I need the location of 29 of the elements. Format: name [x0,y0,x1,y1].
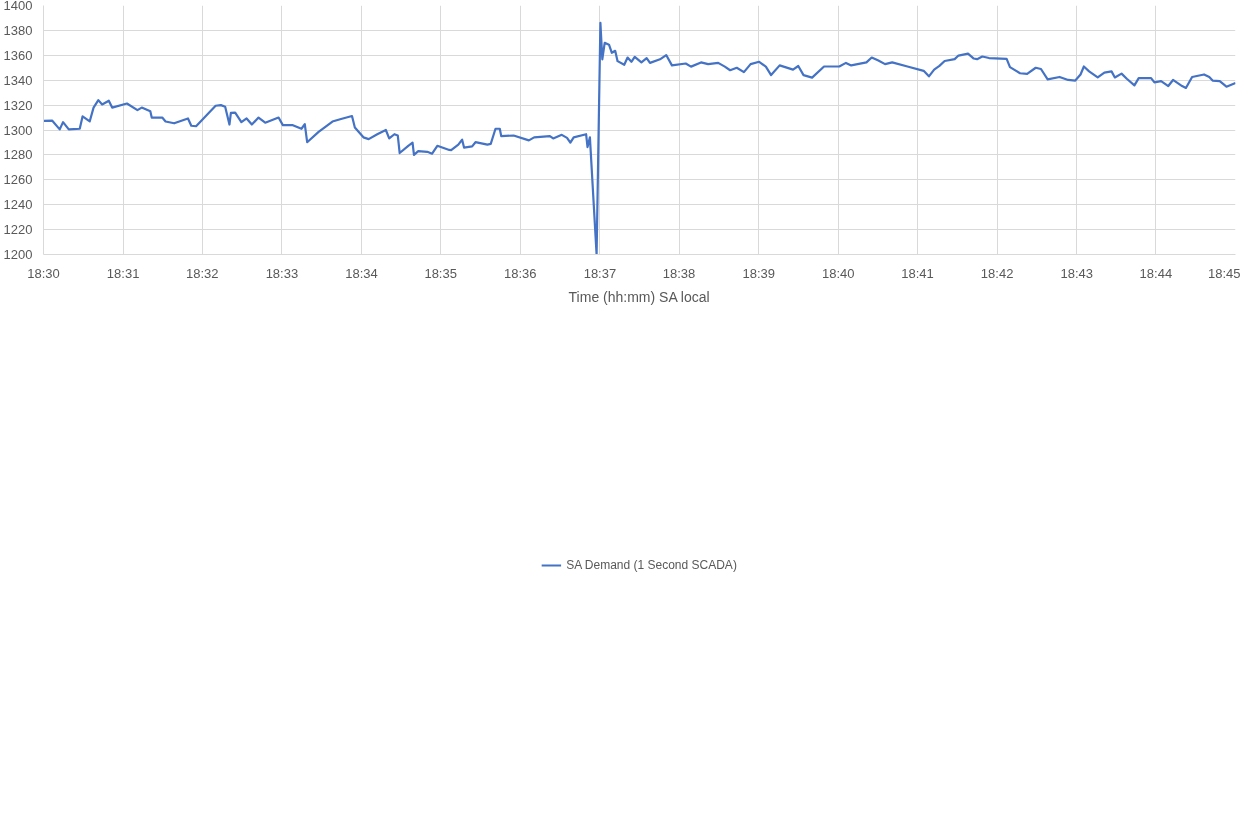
y-tick-label: 1320 [3,97,33,113]
y-tick-label: 1240 [3,197,33,213]
y-tick-label: 1220 [3,222,33,238]
y-tick-label: 1360 [3,47,33,63]
y-tick-label: 1200 [3,247,33,262]
x-tick-label: 18:36 [504,265,537,281]
x-tick-label: 18:38 [662,265,696,281]
y-tick-label: 1260 [3,172,33,188]
x-tick-label: 18:32 [186,265,219,281]
y-tick-label: 1300 [3,122,33,138]
x-tick-label: 18:43 [1060,265,1094,281]
x-tick-label: 18:41 [901,265,934,281]
x-tick-label: 18:40 [822,265,855,281]
x-tick-label: 18:35 [424,265,457,281]
x-tick-label: 18:30 [27,265,60,281]
y-tick-label: 1400 [3,0,33,13]
x-tick-label: 18:34 [345,265,378,281]
y-tick-label: 1380 [3,22,33,38]
y-tick-label: 1340 [3,72,33,88]
x-tick-label: 18:39 [742,265,775,281]
x-tick-label: 18:42 [980,265,1014,281]
x-tick-label: 18:45 [1207,265,1241,281]
x-tick-label: 18:33 [265,265,299,281]
legend-label: SA Demand (1 Second SCADA) [566,558,737,572]
x-tick-label: 18:31 [106,265,140,281]
x-axis-title: Time (hh:mm) SA local [568,288,710,305]
x-tick-label: 18:44 [1139,265,1173,281]
x-tick-label: 18:37 [583,265,617,281]
y-tick-label: 1280 [3,147,33,163]
